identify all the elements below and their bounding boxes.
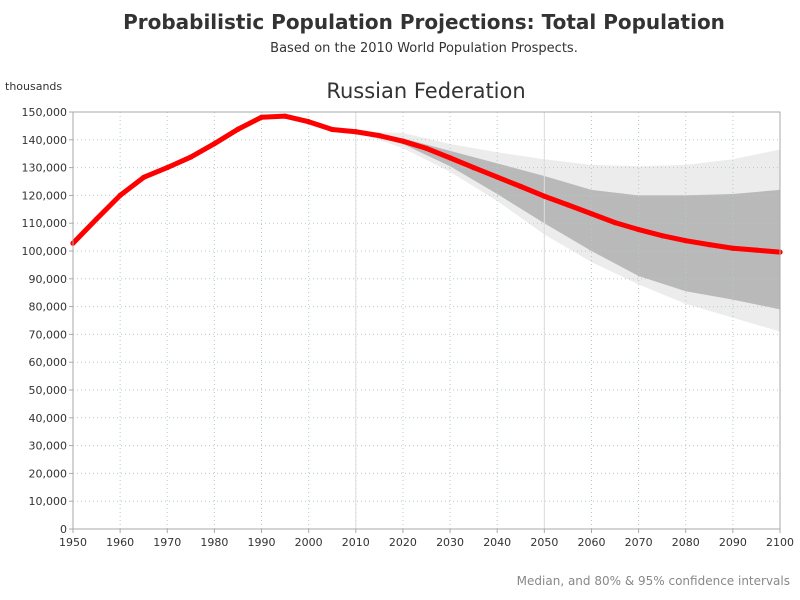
median-point	[683, 238, 689, 244]
median-point	[565, 202, 571, 208]
marker-lines	[355, 112, 545, 529]
y-tick-label: 110,000	[22, 217, 68, 230]
y-tick-label: 0	[60, 523, 67, 536]
median-point	[588, 211, 595, 217]
median-point	[376, 133, 382, 139]
median-point	[753, 247, 760, 253]
median-point	[164, 165, 170, 171]
x-tick-label: 2000	[295, 536, 323, 549]
median-point	[636, 226, 642, 233]
subtitle: Based on the 2010 World Population Prosp…	[270, 41, 578, 56]
axes	[72, 111, 781, 530]
y-tick-label: 30,000	[29, 440, 68, 453]
median-series	[70, 113, 783, 255]
y-tick-label: 150,000	[22, 106, 68, 119]
median-point	[258, 114, 265, 120]
median-point	[282, 113, 288, 119]
median-point	[471, 165, 477, 171]
y-tick-label: 40,000	[29, 412, 68, 425]
plot-frame	[72, 111, 781, 530]
x-tick-label: 2060	[577, 536, 605, 549]
y-axis-unit-label: thousands	[5, 80, 62, 93]
x-tick-label: 2050	[530, 536, 558, 549]
median-point	[447, 155, 453, 161]
median-point	[494, 174, 500, 180]
x-tick-label: 2100	[766, 536, 794, 549]
band-80	[355, 131, 780, 310]
y-tick-label: 130,000	[22, 162, 68, 175]
x-tick-label: 2070	[625, 536, 653, 549]
median-point	[706, 242, 712, 248]
main-title: Probabilistic Population Projections: To…	[123, 10, 725, 34]
median-point	[211, 141, 217, 147]
median-point	[306, 119, 312, 125]
x-tick-label: 2040	[483, 536, 511, 549]
chart-title: Russian Federation	[326, 79, 525, 103]
median-point	[400, 138, 406, 144]
y-tick-label: 70,000	[29, 328, 68, 341]
x-tick-label: 1980	[200, 536, 228, 549]
x-tick-label: 2010	[342, 536, 370, 549]
y-tick-label: 90,000	[29, 273, 68, 286]
y-tick-label: 80,000	[29, 301, 68, 314]
median-point	[117, 192, 123, 198]
median-point	[423, 145, 430, 152]
x-tick-label: 2080	[672, 536, 700, 549]
x-tick-label: 1970	[153, 536, 181, 549]
median-point	[659, 233, 665, 239]
x-tick-label: 2020	[389, 536, 417, 549]
x-tick-label: 2090	[719, 536, 747, 549]
median-point	[188, 154, 194, 160]
x-tick-label: 1960	[106, 536, 134, 549]
median-point	[93, 216, 100, 222]
y-tick-label: 10,000	[29, 495, 68, 508]
median-point	[329, 126, 335, 133]
median-point	[235, 126, 241, 132]
y-tick-label: 60,000	[29, 356, 68, 369]
y-tick-label: 20,000	[29, 467, 68, 480]
y-tick-label: 100,000	[22, 245, 68, 258]
median-point	[518, 183, 524, 190]
median-point	[612, 220, 618, 226]
median-point	[541, 193, 547, 199]
x-tick-label: 1950	[59, 536, 87, 549]
y-tick-label: 50,000	[29, 384, 68, 397]
x-tick-label: 2030	[436, 536, 464, 549]
tick-labels: 0 10,000 20,000 30,000 40,000 50,000 60,000 70,…	[22, 106, 795, 549]
x-tick-label: 1990	[248, 536, 276, 549]
footnote: Median, and 80% & 95% confidence interva…	[516, 574, 790, 588]
median-point	[730, 245, 736, 251]
y-tick-label: 120,000	[22, 189, 68, 202]
confidence-bands	[355, 131, 780, 332]
median-point	[353, 129, 359, 135]
y-tick-label: 140,000	[22, 134, 68, 147]
median-point	[141, 174, 147, 180]
